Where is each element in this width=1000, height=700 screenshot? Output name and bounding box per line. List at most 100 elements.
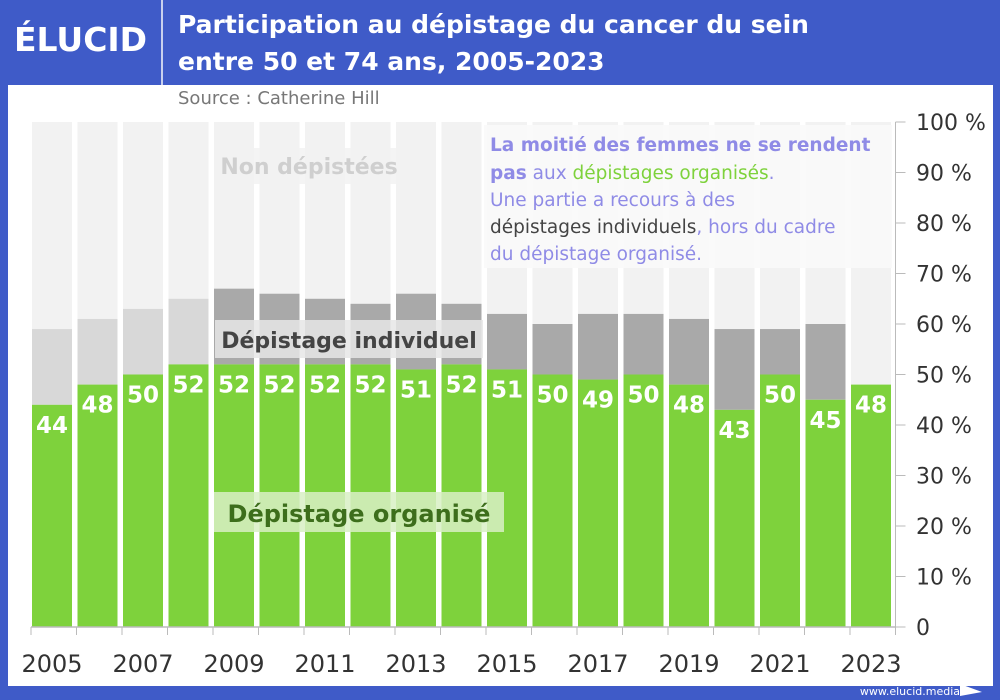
bar-non-depistees-2013 xyxy=(396,122,436,294)
data-label-2018: 50 xyxy=(627,383,659,409)
data-label-2017: 49 xyxy=(582,388,614,414)
y-tick-label: 60 % xyxy=(916,313,972,338)
y-tick-label: 80 % xyxy=(916,212,972,237)
title-line-1: Participation au dépistage du cancer du … xyxy=(178,10,809,39)
bar-non-depistees-2010 xyxy=(259,122,300,294)
data-label-2006: 48 xyxy=(81,393,113,419)
bar-individuel-2021 xyxy=(760,329,800,375)
x-tick-label-2007: 2007 xyxy=(112,650,173,678)
y-tick-label: 40 % xyxy=(916,414,972,439)
x-tick-label-2005: 2005 xyxy=(21,650,82,678)
data-label-2010: 52 xyxy=(263,372,295,398)
bar-organise-2006 xyxy=(77,384,118,627)
annotation-line-4-span: , hors du cadre xyxy=(696,217,835,238)
annotation-line-2-span: aux xyxy=(527,163,573,184)
elucid-logo: ÉLUCID xyxy=(14,20,148,59)
y-tick-label: 50 % xyxy=(916,364,972,389)
data-label-2022: 45 xyxy=(809,408,841,434)
bar-non-depistees-2007 xyxy=(123,122,163,309)
chart-title: Participation au dépistage du cancer du … xyxy=(178,6,809,80)
bar-individuel-2020 xyxy=(714,329,755,410)
bar-individuel-2007 xyxy=(123,308,163,375)
annotation-line-3: Une partie a recours à des xyxy=(490,190,735,211)
title-line-2: entre 50 et 74 ans, 2005-2023 xyxy=(178,47,605,76)
x-tick-label-2009: 2009 xyxy=(203,650,264,678)
data-label-2013: 51 xyxy=(400,377,432,403)
legend-non-depistees-bg xyxy=(214,148,404,184)
data-label-2005: 44 xyxy=(36,413,68,439)
bar-non-depistees-2005 xyxy=(32,122,72,330)
bar-organise-2020 xyxy=(714,409,755,627)
bar-organise-2008 xyxy=(168,364,209,627)
bar-individuel-2008 xyxy=(168,298,209,365)
bar-organise-2005 xyxy=(32,404,72,627)
bar-individuel-2006 xyxy=(77,318,118,385)
annotation-line-2-span: pas xyxy=(490,163,527,184)
elucid-flag-icon xyxy=(960,684,982,696)
bar-individuel-2022 xyxy=(805,324,846,400)
data-label-2021: 50 xyxy=(764,383,796,409)
legend-individuel-bg xyxy=(215,320,483,358)
data-label-2015: 51 xyxy=(491,377,523,403)
bar-organise-2007 xyxy=(123,374,163,627)
annotation-line-5-span: du dépistage organisé. xyxy=(490,244,702,265)
annotation-bg xyxy=(484,125,892,268)
bar-individuel-2019 xyxy=(669,318,709,385)
bar-organise-2016 xyxy=(532,374,573,627)
annotation-line-1: La moitié des femmes ne se rendent xyxy=(490,135,871,156)
annotation-line-5: du dépistage organisé. xyxy=(490,244,702,265)
data-label-2019: 48 xyxy=(673,393,705,419)
bar-organise-2018 xyxy=(623,374,664,627)
annotation-line-1-span: La moitié des femmes ne se rendent xyxy=(490,135,871,156)
bar-non-depistees-2006 xyxy=(77,122,118,319)
legend-organise: Dépistage organisé xyxy=(228,500,491,528)
bar-individuel-2005 xyxy=(32,329,72,405)
data-label-2012: 52 xyxy=(354,372,386,398)
bar-non-depistees-2009 xyxy=(214,122,254,289)
data-label-2023: 48 xyxy=(855,393,887,419)
data-label-2007: 50 xyxy=(127,383,159,409)
annotation-line-2-span: dépistages organisés xyxy=(573,163,769,184)
bar-non-depistees-2008 xyxy=(168,122,209,299)
y-tick-label: 90 % xyxy=(916,162,972,187)
data-label-2008: 52 xyxy=(172,372,204,398)
bar-individuel-2015 xyxy=(487,313,527,370)
annotation-line-4: dépistages individuels, hors du cadre xyxy=(490,217,835,238)
legend-individuel: Dépistage individuel xyxy=(221,329,477,354)
x-tick-label-2015: 2015 xyxy=(476,650,537,678)
y-tick-label: 20 % xyxy=(916,515,972,540)
header-divider xyxy=(161,0,163,85)
x-tick-label-2019: 2019 xyxy=(658,650,719,678)
data-label-2009: 52 xyxy=(218,372,250,398)
bar-individuel-2018 xyxy=(623,313,664,375)
y-tick-label: 30 % xyxy=(916,465,972,490)
bar-non-depistees-2014 xyxy=(441,122,482,304)
annotation-line-3-span: Une partie a recours à des xyxy=(490,190,735,211)
x-tick-label-2021: 2021 xyxy=(749,650,810,678)
x-tick-label-2011: 2011 xyxy=(294,650,355,678)
bar-organise-2021 xyxy=(760,374,800,627)
annotation-line-4-span: dépistages individuels xyxy=(490,217,696,238)
bar-organise-2019 xyxy=(669,384,709,627)
legend-organise-bg xyxy=(214,492,504,532)
x-tick-label-2017: 2017 xyxy=(567,650,628,678)
data-label-2020: 43 xyxy=(718,418,750,444)
bar-organise-2017 xyxy=(578,379,618,627)
bar-individuel-2017 xyxy=(578,313,618,380)
y-tick-label: 10 % xyxy=(916,566,972,591)
footer-url[interactable]: www.elucid.media xyxy=(859,685,960,698)
annotation-line-2-span: . xyxy=(769,163,775,184)
y-tick-label: 100 % xyxy=(916,111,986,136)
data-label-2016: 50 xyxy=(536,383,568,409)
data-label-2011: 52 xyxy=(309,372,341,398)
bar-individuel-2016 xyxy=(532,324,573,375)
source-label: Source : Catherine Hill xyxy=(178,88,380,109)
y-tick-label: 70 % xyxy=(916,263,972,288)
data-label-2014: 52 xyxy=(445,372,477,398)
bar-organise-2023 xyxy=(851,384,891,627)
x-tick-label-2023: 2023 xyxy=(840,650,901,678)
legend-non-depistees: Non dépistées xyxy=(220,155,397,180)
x-tick-label-2013: 2013 xyxy=(385,650,446,678)
y-tick-label: 0 xyxy=(916,616,930,641)
